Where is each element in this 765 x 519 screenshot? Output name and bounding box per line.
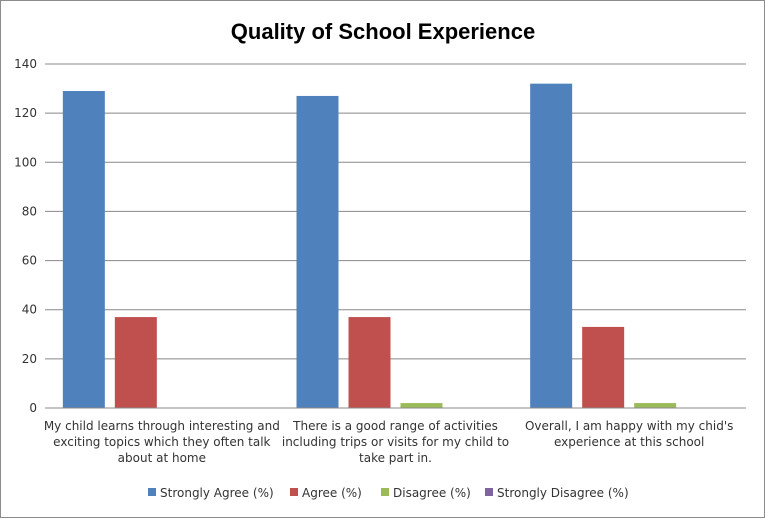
legend-swatch xyxy=(290,488,298,496)
legend-swatch xyxy=(381,488,389,496)
bar-strongly-agree-0 xyxy=(62,91,105,409)
x-axis-category-labels: My child learns through interesting and e… xyxy=(44,419,734,465)
legend-label: Disagree (%) xyxy=(393,486,471,500)
gridlines xyxy=(45,63,746,360)
y-tick-label: 100 xyxy=(14,155,37,169)
bar-agree-0 xyxy=(114,317,157,408)
legend: Strongly Agree (%) Agree (%) Disagree (%) S… xyxy=(148,486,629,500)
legend-swatch xyxy=(148,488,156,496)
legend-label: Strongly Agree (%) xyxy=(160,486,274,500)
y-tick-label: 140 xyxy=(14,57,37,71)
y-tick-label: 60 xyxy=(22,254,37,268)
bar-disagree-1 xyxy=(400,403,443,408)
y-axis-ticks: 0 20 40 60 80 100 120 140 xyxy=(14,57,37,415)
category-label: including trips or visits for my child t… xyxy=(282,435,509,449)
category-label: My child learns through interesting and xyxy=(44,419,280,433)
bar-strongly-agree-1 xyxy=(296,95,339,408)
y-tick-label: 120 xyxy=(14,106,37,120)
bars xyxy=(62,83,677,409)
bar-strongly-agree-2 xyxy=(530,83,573,409)
legend-label: Strongly Disagree (%) xyxy=(497,486,629,500)
bar-agree-2 xyxy=(582,326,625,408)
y-tick-label: 40 xyxy=(22,303,37,317)
legend-label: Agree (%) xyxy=(302,486,362,500)
chart-title: Quality of School Experience xyxy=(231,19,535,44)
category-label: experience at this school xyxy=(554,435,704,449)
y-tick-label: 20 xyxy=(22,352,37,366)
category-label: about at home xyxy=(118,451,206,465)
category-label: There is a good range of activities xyxy=(292,419,498,433)
bar-agree-1 xyxy=(348,317,391,408)
y-tick-label: 0 xyxy=(29,401,37,415)
category-label: take part in. xyxy=(359,451,432,465)
bar-disagree-2 xyxy=(634,403,677,408)
category-label: exciting topics which they often talk xyxy=(53,435,270,449)
category-label: Overall, I am happy with my chid's xyxy=(525,419,733,433)
y-tick-label: 80 xyxy=(22,204,37,218)
legend-swatch xyxy=(485,488,493,496)
